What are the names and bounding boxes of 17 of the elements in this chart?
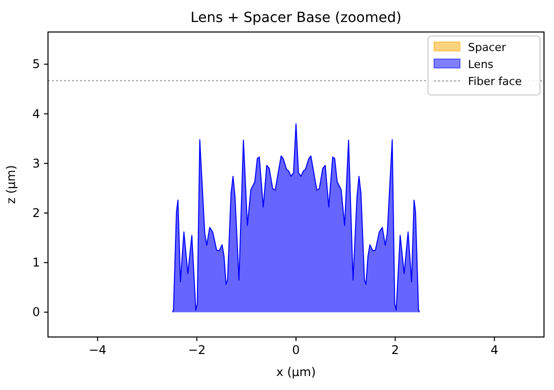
x-tick-label: −2 [188, 343, 206, 357]
y-tick-label: 0 [32, 305, 40, 320]
y-tick-label: 4 [32, 106, 40, 121]
legend-label: Spacer [468, 41, 507, 54]
x-axis-title: x (µm) [276, 365, 316, 379]
y-tick-label: 2 [32, 206, 40, 220]
x-tick-label: 0 [292, 343, 300, 357]
x-tick-label: 2 [391, 343, 400, 357]
ref-line-label: Fiber face [468, 75, 522, 88]
chart-title: Lens + Spacer Base (zoomed) [190, 10, 402, 26]
y-tick-label: 5 [32, 57, 40, 72]
legend-label: Lens [468, 58, 494, 71]
y-tick-label: 1 [32, 256, 40, 270]
x-tick-label: −4 [88, 343, 106, 357]
y-tick-label: 3 [32, 156, 40, 170]
y-axis-title: z (µm) [4, 165, 18, 204]
x-tick-label: 4 [490, 343, 498, 357]
